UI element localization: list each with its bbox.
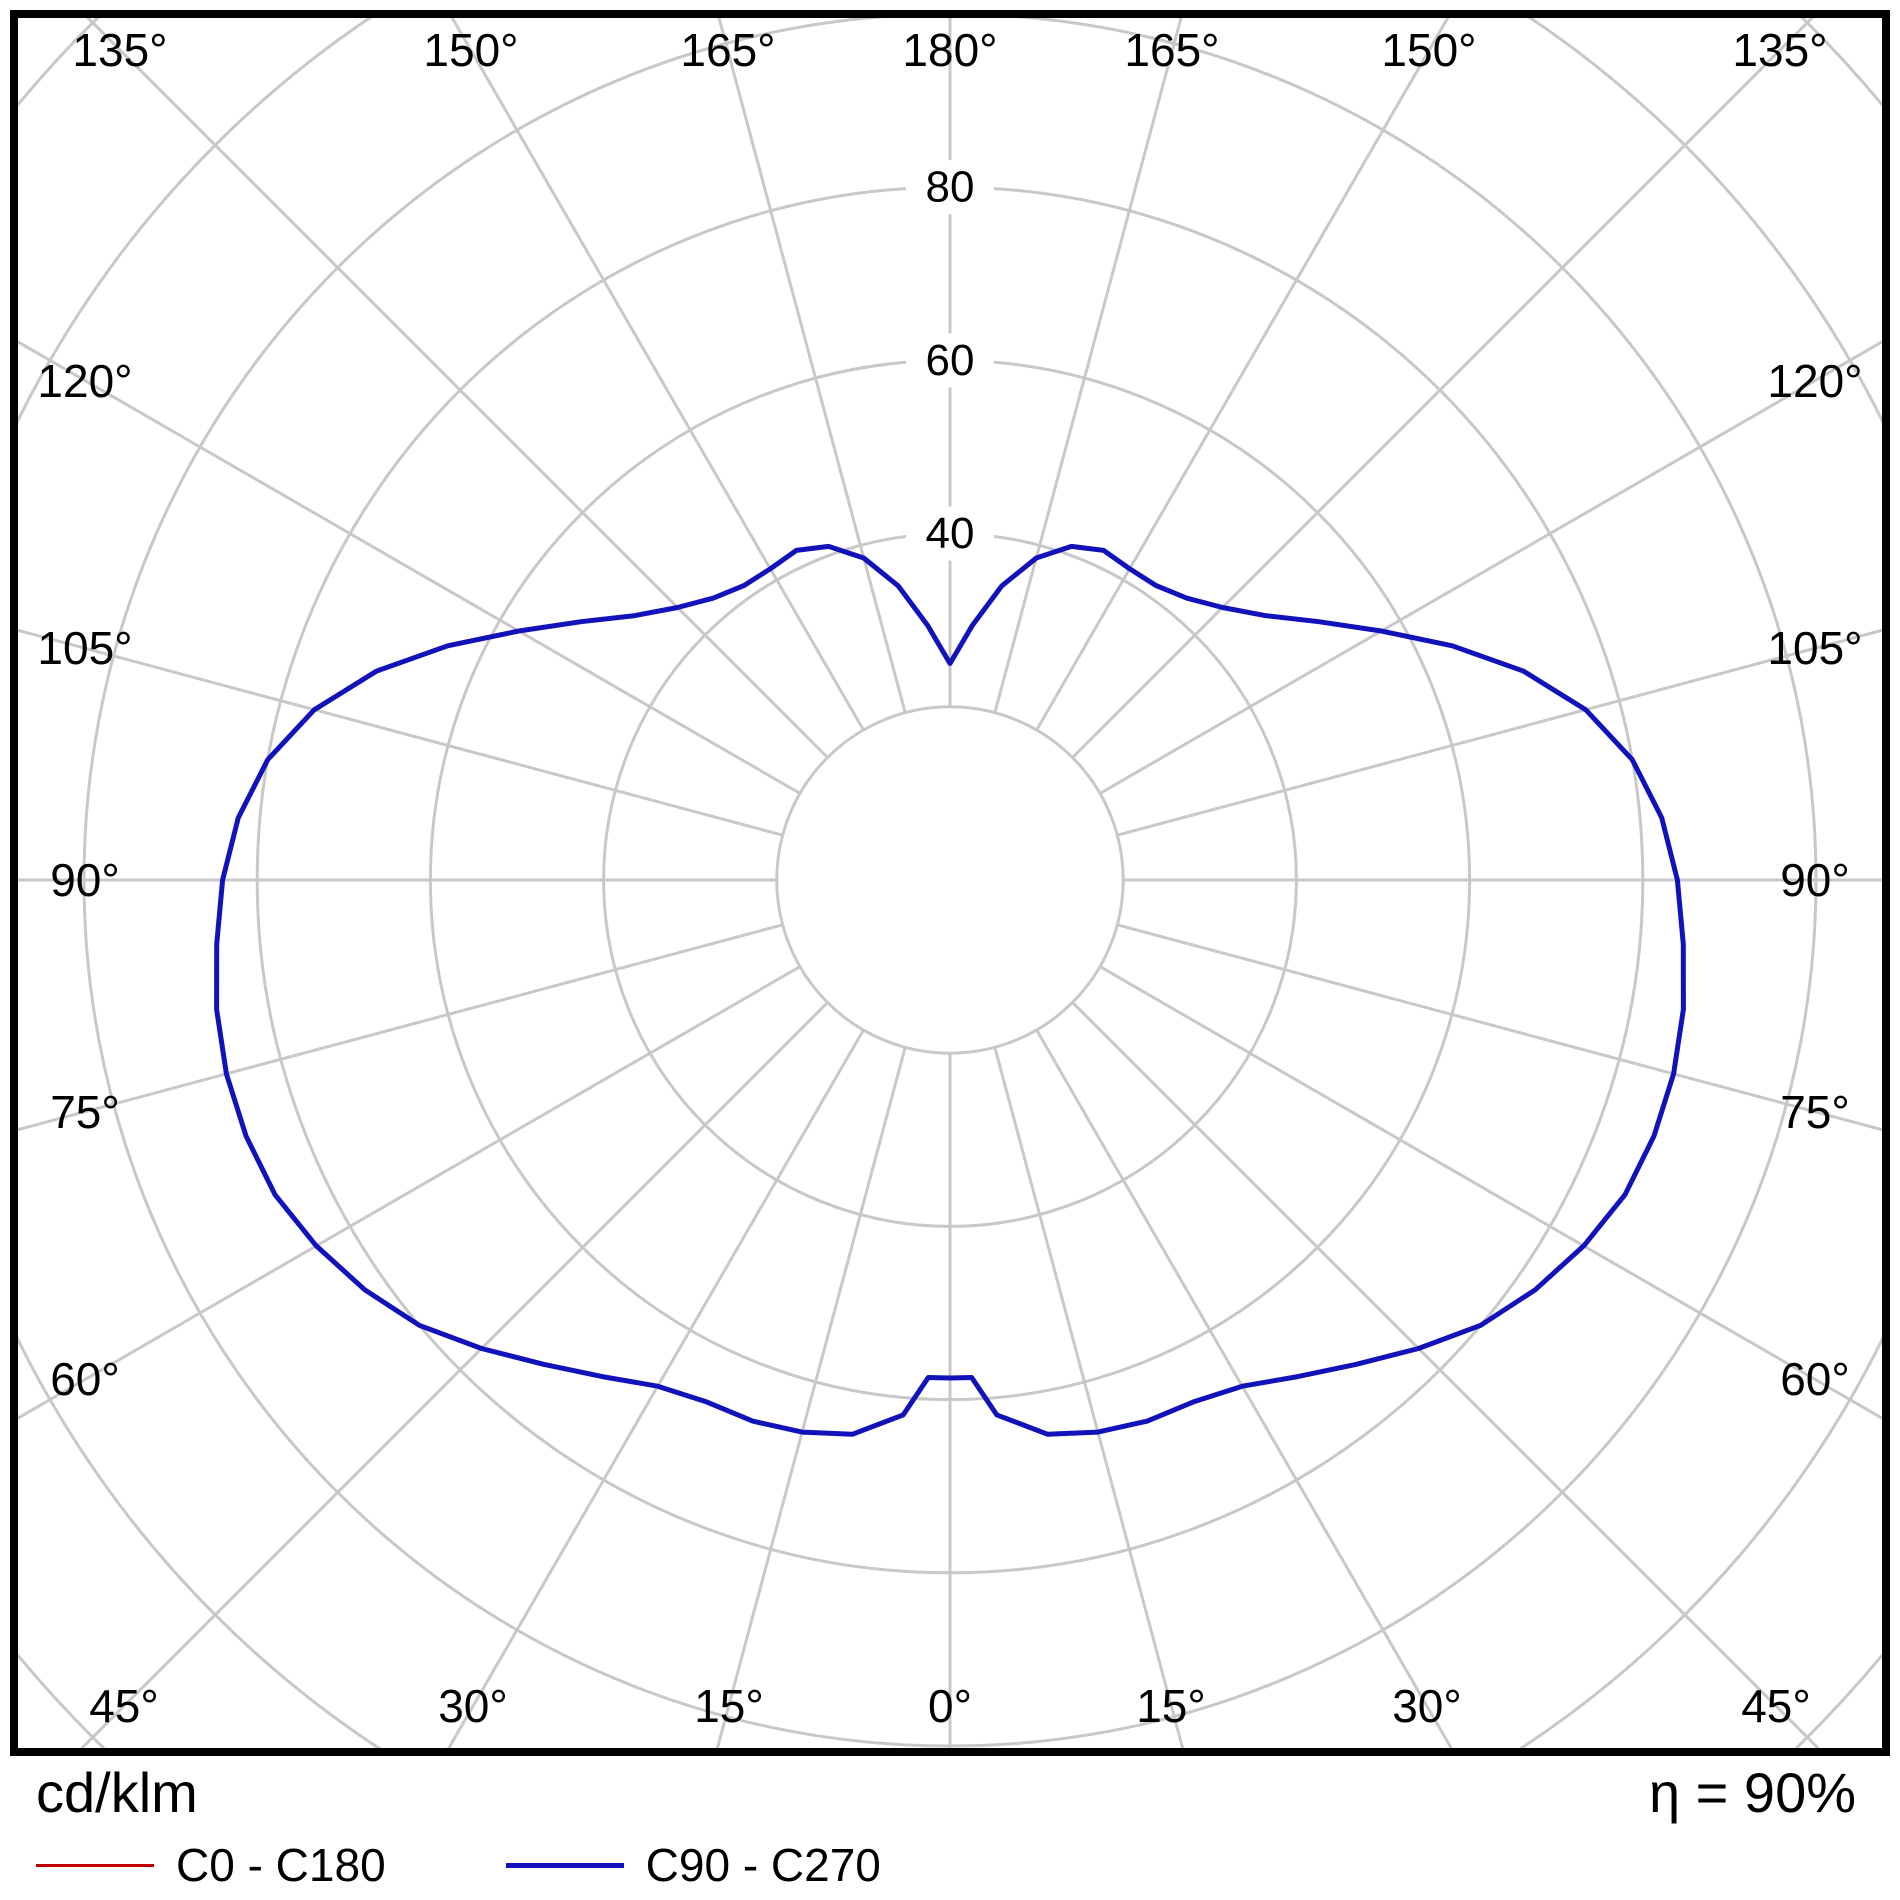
radial-label-bg xyxy=(906,160,994,215)
grid-spoke-300 xyxy=(18,965,801,1420)
grid-spoke-345 xyxy=(715,1046,907,1748)
curve-c90-c270 xyxy=(214,543,1686,1437)
angle-tick-label: 150° xyxy=(423,24,518,76)
angle-tick-label: 60° xyxy=(1780,1353,1850,1405)
angle-tick-label: 135° xyxy=(72,24,167,76)
legend-label-c0-c180: C0 - C180 xyxy=(176,1839,386,1891)
chart-frame xyxy=(10,10,1890,1756)
legend-item-c0-c180: C0 - C180 xyxy=(36,1838,386,1892)
angle-tick-label: 75° xyxy=(1780,1086,1850,1138)
angle-tick-label: 30° xyxy=(1392,1680,1462,1732)
grid-spoke-210 xyxy=(450,18,865,731)
grid-spoke-135 xyxy=(1071,18,1815,759)
angle-tick-label: 45° xyxy=(89,1680,159,1732)
grid-spoke-330 xyxy=(447,1029,865,1748)
angle-tick-label: 60° xyxy=(50,1353,120,1405)
grid-spoke-285 xyxy=(18,923,784,1132)
angle-tick-label: 165° xyxy=(1124,24,1219,76)
angle-tick-label: 0° xyxy=(928,1680,972,1732)
radial-label-bg xyxy=(906,506,994,561)
radial-tick-label: 80 xyxy=(926,163,975,212)
grid-spoke-45 xyxy=(1071,1001,1821,1748)
angle-tick-label: 15° xyxy=(694,1680,764,1732)
c0-c180-line-swatch xyxy=(36,1863,154,1867)
angle-tick-label: 75° xyxy=(50,1086,120,1138)
radial-label-bg xyxy=(906,333,994,388)
grid-spoke-165 xyxy=(993,18,1183,714)
grid-spoke-75 xyxy=(1116,923,1882,1132)
angle-tick-label: 45° xyxy=(1741,1680,1811,1732)
grid-spoke-225 xyxy=(85,18,829,759)
angle-tick-label: 180° xyxy=(902,24,997,76)
angle-tick-label: 90° xyxy=(1780,854,1850,906)
angle-tick-label: 105° xyxy=(1767,622,1862,674)
radial-tick-label: 60 xyxy=(926,336,975,385)
grid-spoke-150 xyxy=(1035,18,1450,731)
radial-tick-label: 40 xyxy=(926,509,975,558)
angle-tick-label: 30° xyxy=(438,1680,508,1732)
angle-tick-label: 135° xyxy=(1732,24,1827,76)
angle-tick-label: 120° xyxy=(1767,355,1862,407)
grid-spoke-105 xyxy=(1116,628,1882,837)
angle-tick-label: 165° xyxy=(680,24,775,76)
c90-c270-line-swatch xyxy=(505,1862,624,1868)
legend-item-c90-c270: C90 - C270 xyxy=(505,1838,881,1892)
grid-spoke-15 xyxy=(993,1046,1185,1748)
grid-spoke-60 xyxy=(1099,965,1882,1420)
grid-ring-20 xyxy=(775,705,1125,1055)
angle-tick-label: 15° xyxy=(1136,1680,1206,1732)
grid-spoke-315 xyxy=(79,1001,829,1748)
legend: C0 - C180 C90 - C270 xyxy=(36,1838,881,1892)
grid-spoke-30 xyxy=(1035,1029,1453,1748)
grid-spoke-240 xyxy=(18,340,801,795)
legend-label-c90-c270: C90 - C270 xyxy=(645,1839,881,1891)
efficiency-label: η = 90% xyxy=(1648,1761,1856,1824)
angle-tick-label: 120° xyxy=(37,355,132,407)
angle-tick-label: 90° xyxy=(50,854,120,906)
grid-spoke-120 xyxy=(1099,340,1882,795)
unit-label: cd/klm xyxy=(36,1761,198,1824)
grid-spoke-195 xyxy=(717,18,907,714)
angle-tick-label: 105° xyxy=(37,622,132,674)
angle-tick-label: 150° xyxy=(1381,24,1476,76)
grid-spoke-255 xyxy=(18,628,784,837)
